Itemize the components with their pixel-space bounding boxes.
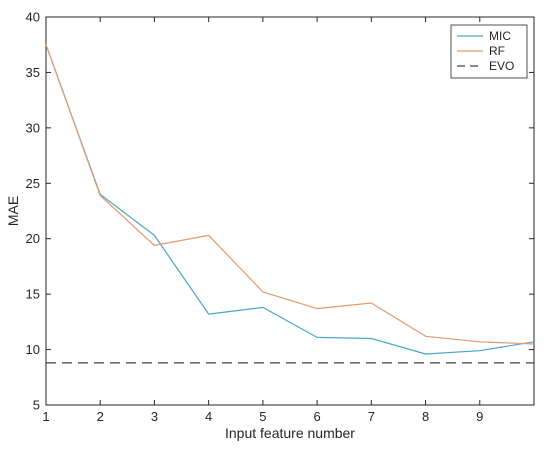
plot-area [45,16,535,406]
series-line-rf [45,44,535,345]
y-tick-label: 5 [33,398,40,413]
x-tick-label: 8 [422,409,429,424]
x-tick-label: 3 [151,409,158,424]
y-axis-label: MAE [5,196,21,226]
y-tick-label: 15 [26,287,40,302]
legend-label-mic: MIC [489,29,511,43]
y-tick-label: 30 [26,120,40,135]
legend-label-rf: RF [489,44,505,58]
y-tick-label: 20 [26,231,40,246]
y-tick-label: 10 [26,342,40,357]
y-tick-label: 35 [26,65,40,80]
series-lines [45,44,535,364]
x-tick-label: 2 [97,409,104,424]
legend-label-evo: EVO [489,59,514,73]
series-line-mic [45,44,535,355]
y-tick-label: 40 [26,10,40,25]
x-axis-label: Input feature number [225,425,355,441]
x-tick-label: 1 [42,409,49,424]
x-tick-label: 7 [368,409,375,424]
y-tick-label: 25 [26,176,40,191]
x-tick-label: 4 [205,409,212,424]
x-tick-label: 5 [259,409,266,424]
x-tick-label: 9 [476,409,483,424]
axis-ticks: 1 2 3 4 5 6 7 8 9 5 10 15 20 25 30 35 40 [26,10,534,424]
x-tick-label: 6 [313,409,320,424]
